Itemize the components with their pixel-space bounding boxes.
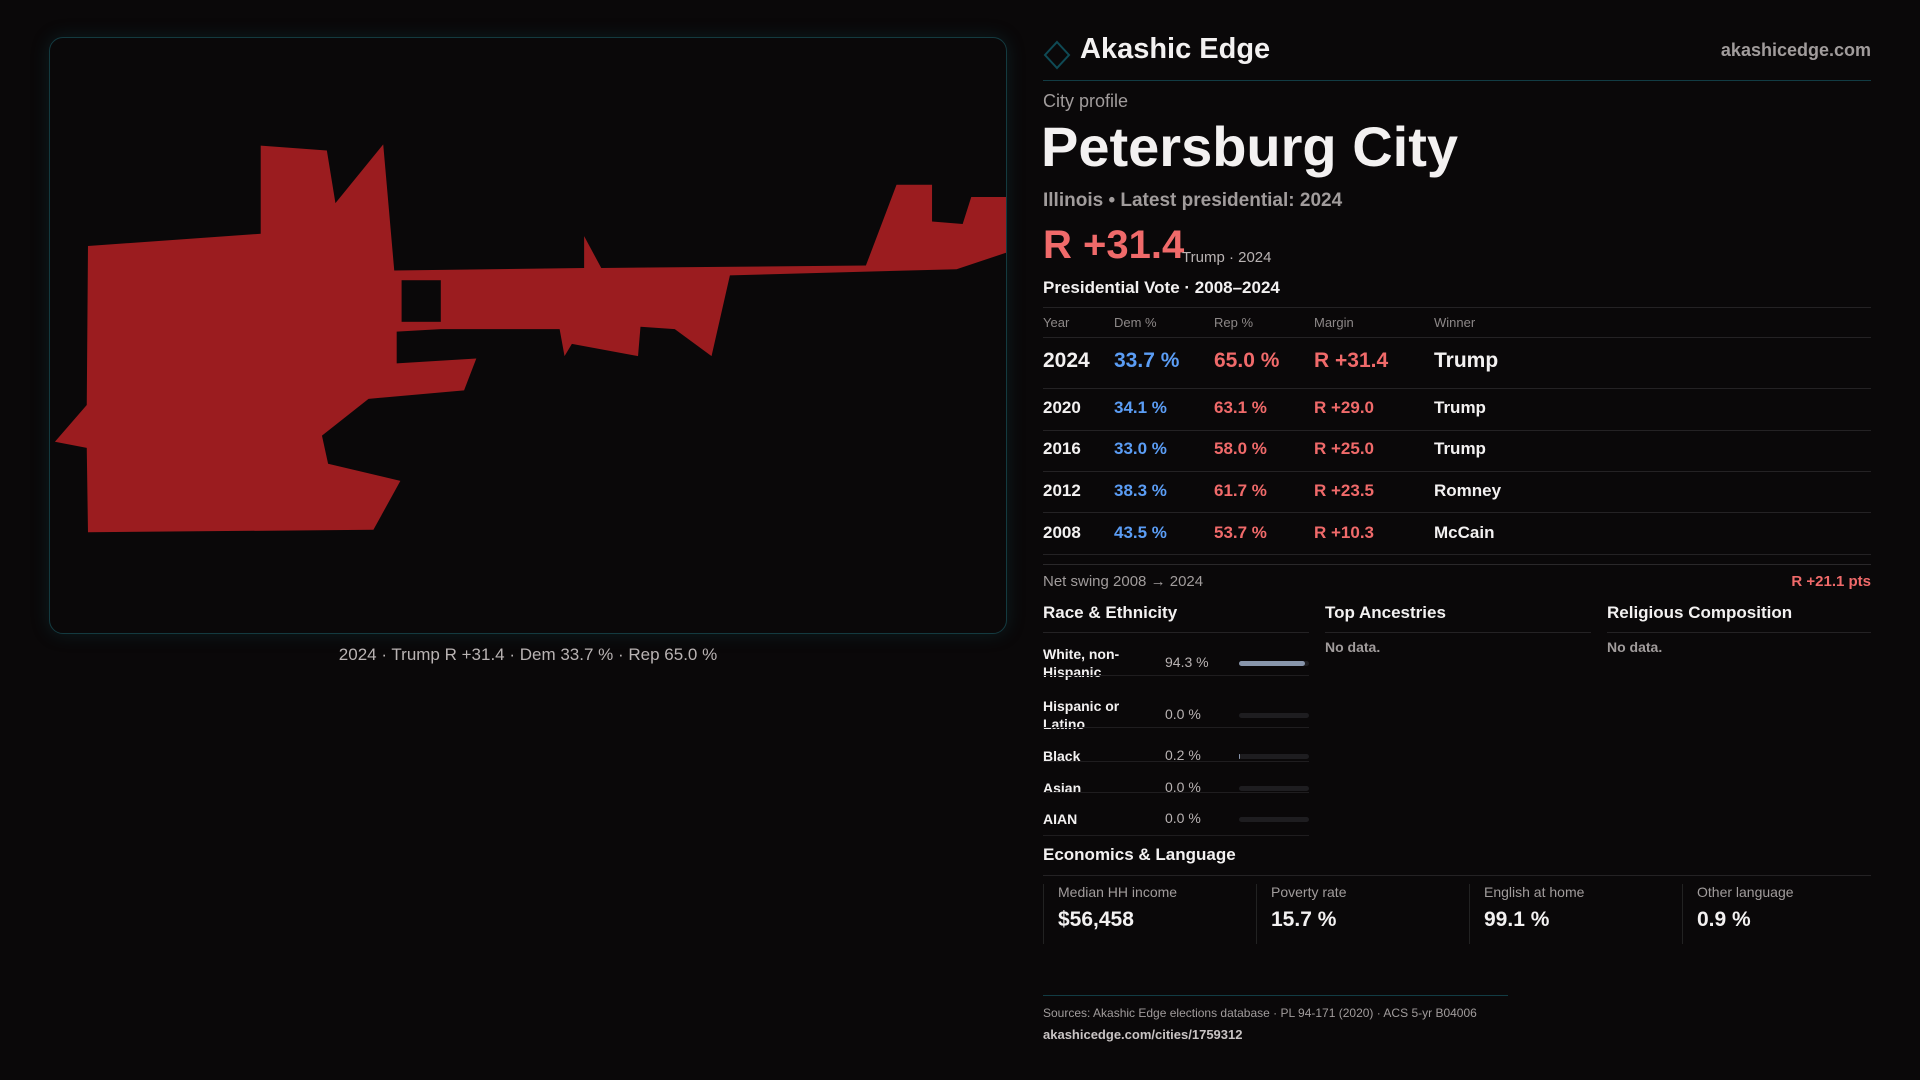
- religion-title: Religious Composition: [1607, 603, 1793, 622]
- city-boundary-shape[interactable]: [54, 144, 1007, 533]
- race-bar: [1239, 661, 1309, 666]
- race-bar: [1239, 713, 1309, 718]
- race-pct: 0.2 %: [1165, 747, 1201, 763]
- race-pct: 0.0 %: [1165, 810, 1201, 826]
- vote-winner: Trump: [1434, 349, 1499, 372]
- boundary-hole: [401, 280, 441, 322]
- race-label: White, non-Hispanic: [1043, 646, 1120, 680]
- race-label: Hispanic or Latino: [1043, 698, 1120, 732]
- race-bar: [1239, 754, 1309, 759]
- stat-label: Poverty rate: [1271, 884, 1347, 900]
- race-row: Black 0.2 %: [1043, 747, 1309, 765]
- econ-stat: Other language 0.9 %: [1682, 884, 1895, 944]
- vote-dem: 34.1 %: [1114, 398, 1167, 417]
- vote-dem: 38.3 %: [1114, 481, 1167, 500]
- stat-label: English at home: [1484, 884, 1585, 900]
- row-divider: [1043, 792, 1309, 793]
- vote-margin: R +29.0: [1314, 398, 1375, 417]
- race-bar: [1239, 817, 1309, 822]
- vote-year: 2024: [1043, 349, 1090, 372]
- vote-dem: 33.7 %: [1114, 349, 1180, 372]
- vote-rep: 61.7 %: [1214, 481, 1267, 500]
- row-divider: [1043, 388, 1871, 389]
- ancestries-title: Top Ancestries: [1325, 603, 1446, 622]
- religion-empty: No data.: [1607, 639, 1663, 655]
- race-pct: 94.3 %: [1165, 654, 1209, 670]
- row-divider: [1043, 835, 1309, 836]
- header-divider: [1043, 80, 1871, 81]
- race-row: AIAN 0.0 %: [1043, 810, 1309, 828]
- race-title: Race & Ethnicity: [1043, 603, 1178, 622]
- vote-dem: 33.0 %: [1114, 439, 1167, 458]
- econ-stat: English at home 99.1 %: [1469, 884, 1682, 944]
- vote-margin: R +31.4: [1314, 349, 1389, 372]
- race-row: Hispanic or Latino 0.0 %: [1043, 697, 1309, 733]
- row-divider: [1043, 727, 1309, 728]
- econ-stat: Median HH income $56,458: [1043, 884, 1256, 944]
- vote-winner: Romney: [1434, 481, 1502, 500]
- econ-stat: Poverty rate 15.7 %: [1256, 884, 1469, 944]
- race-label: Asian: [1043, 780, 1082, 796]
- race-pct: 0.0 %: [1165, 706, 1201, 722]
- race-row: Asian 0.0 %: [1043, 779, 1309, 797]
- vote-year: 2020: [1043, 398, 1081, 417]
- footer-url[interactable]: akashicedge.com/cities/1759312: [1043, 1027, 1243, 1042]
- page-title: Petersburg City: [1041, 115, 1458, 178]
- stat-value: 99.1 %: [1484, 908, 1550, 931]
- stat-label: Other language: [1697, 884, 1794, 900]
- ancestries-empty: No data.: [1325, 639, 1381, 655]
- vote-rep: 63.1 %: [1214, 398, 1267, 417]
- race-label: AIAN: [1043, 811, 1078, 827]
- vote-year: 2008: [1043, 523, 1081, 542]
- vote-margin: R +23.5: [1314, 481, 1375, 500]
- stat-value: 0.9 %: [1697, 908, 1751, 931]
- col-year: Year: [1043, 315, 1070, 330]
- map-caption: 2024 · Trump R +31.4 · Dem 33.7 % · Rep …: [338, 645, 718, 664]
- vote-margin: R +25.0: [1314, 439, 1375, 458]
- race-row: White, non-Hispanic 94.3 %: [1043, 645, 1309, 681]
- econ-title: Economics & Language: [1043, 845, 1236, 864]
- vote-year: 2016: [1043, 439, 1081, 458]
- logo-diamond-icon: [1043, 40, 1071, 70]
- city-boundary-map: [54, 144, 1007, 533]
- col-margin: Margin: [1314, 315, 1354, 330]
- vote-dem: 43.5 %: [1114, 523, 1167, 542]
- col-rep: Rep %: [1214, 315, 1254, 330]
- stat-label: Median HH income: [1058, 884, 1178, 900]
- stat-value: $56,458: [1058, 908, 1134, 931]
- row-divider: [1043, 430, 1871, 431]
- row-divider: [1043, 471, 1871, 472]
- map-panel[interactable]: [49, 37, 1007, 634]
- stat-value: 15.7 %: [1271, 908, 1337, 931]
- vote-rep: 58.0 %: [1214, 439, 1267, 458]
- row-divider: [1043, 761, 1309, 762]
- footer-sources: Sources: Akashic Edge elections database…: [1043, 1006, 1477, 1020]
- brand-link[interactable]: akashicedge.com: [1720, 40, 1871, 60]
- brand-name[interactable]: Akashic Edge: [1080, 33, 1271, 65]
- net-swing-value: R +21.1 pts: [1791, 573, 1871, 590]
- row-divider: [1043, 554, 1871, 555]
- vote-winner: McCain: [1434, 523, 1495, 542]
- page-subtitle: Illinois • Latest presidential: 2024: [1043, 190, 1343, 211]
- row-divider: [1043, 512, 1871, 513]
- race-label: Black: [1043, 748, 1081, 764]
- vote-winner: Trump: [1434, 439, 1486, 458]
- race-pct: 0.0 %: [1165, 779, 1201, 795]
- net-swing-label: Net swing 2008 → 2024: [1043, 573, 1204, 590]
- col-winner: Winner: [1434, 315, 1476, 330]
- vote-year: 2012: [1043, 481, 1081, 500]
- vote-rep: 53.7 %: [1214, 523, 1267, 542]
- vote-winner: Trump: [1434, 398, 1486, 417]
- row-divider: [1043, 675, 1309, 676]
- vote-section-title: Presidential Vote · 2008–2024: [1043, 278, 1280, 297]
- page-kicker: City profile: [1043, 91, 1129, 111]
- headline-margin-note: Trump · 2024: [1182, 249, 1272, 266]
- race-bar: [1239, 786, 1309, 791]
- col-dem: Dem %: [1114, 315, 1157, 330]
- vote-margin: R +10.3: [1314, 523, 1375, 542]
- headline-margin: R +31.4: [1043, 223, 1185, 267]
- vote-rep: 65.0 %: [1214, 349, 1280, 372]
